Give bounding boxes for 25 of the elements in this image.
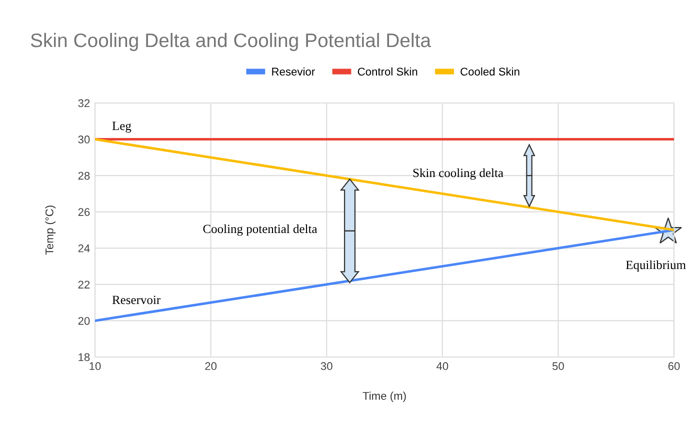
annotation: Equilibrium — [626, 260, 686, 272]
y-tick-label: 26 — [78, 208, 90, 216]
y-axis-title: Temp (°C) — [45, 206, 56, 255]
x-tick-label: 10 — [90, 362, 101, 370]
x-tick-label: 30 — [320, 362, 332, 370]
annotation: Cooling potential delta — [203, 224, 318, 236]
annotation: Reservoir — [112, 296, 160, 304]
chart-title: Skin Cooling Delta and Cooling Potential Delta — [30, 32, 432, 52]
y-tick-label: 30 — [78, 136, 90, 144]
y-tick-label: 22 — [78, 280, 90, 288]
y-tick-label: 18 — [78, 353, 90, 362]
x-tick-label: 50 — [552, 362, 564, 370]
legend-label: Cooled Skin — [460, 67, 520, 76]
y-tick-label: 24 — [78, 244, 90, 252]
x-tick-label: 40 — [436, 362, 448, 370]
y-tick-label: 20 — [78, 316, 90, 325]
annotation: Leg — [112, 122, 132, 133]
legend-label: Control Skin — [358, 67, 418, 76]
y-tick-label: 32 — [78, 99, 90, 108]
annotation: Skin cooling delta — [413, 168, 504, 180]
x-tick-label: 60 — [668, 362, 680, 370]
x-axis-title: Time (m) — [362, 392, 406, 402]
x-tick-label: 20 — [205, 362, 217, 370]
legend-label: Resevior — [272, 67, 315, 76]
y-tick-label: 28 — [78, 172, 90, 180]
